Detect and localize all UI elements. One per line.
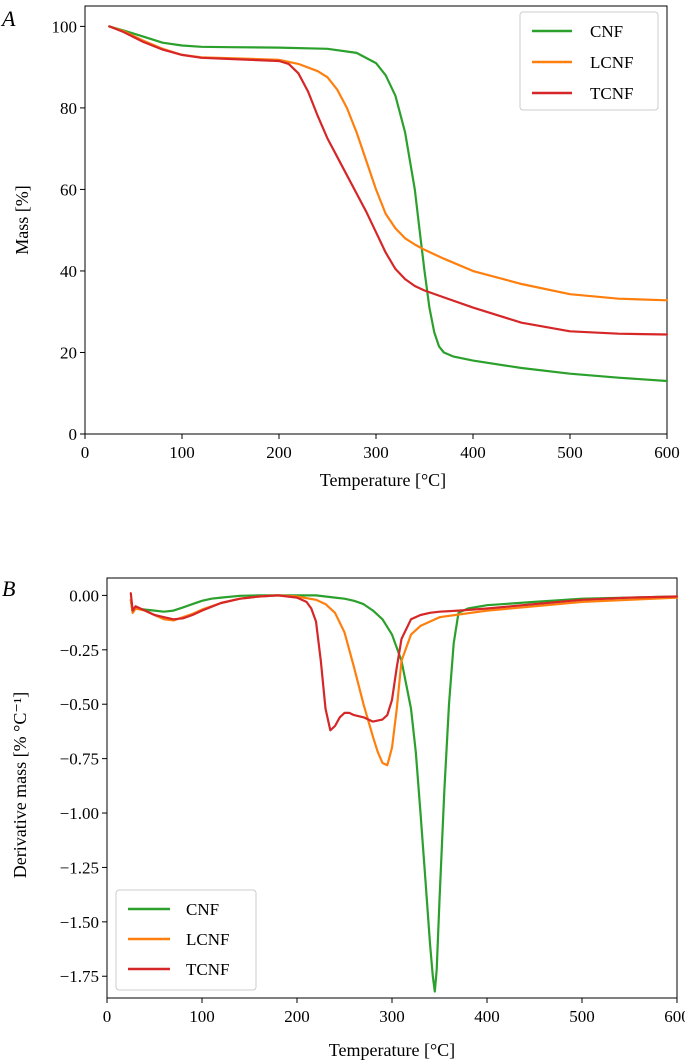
panel-b-y-tick-label: −1.00 (60, 804, 99, 823)
panel-b-series-tcnf-line (129, 592, 679, 732)
panel-b-x-tick-label: 600 (664, 1007, 685, 1026)
panel-b-ticks: 0 100 200 300 400 500 600 0.00 −0.25 −0.50 −0.75 −1… (60, 586, 685, 1026)
panel-b-y-axis-label: Derivative mass [% °C⁻¹] (10, 692, 30, 879)
panel-b-x-tick-label: 300 (379, 1007, 405, 1026)
legend-b-cnf-label: CNF (186, 900, 219, 919)
panel-b-series-lcnf-line (129, 594, 679, 767)
panel-b-series-cnf-line (129, 594, 679, 993)
panel-a-x-tick-label: 100 (169, 443, 195, 462)
panel-a-y-tick-label: 60 (60, 180, 77, 199)
panel-a-y-tick-label: 80 (60, 99, 77, 118)
legend-b-lcnf-label: LCNF (186, 930, 229, 949)
panel-b-x-tick-label: 200 (284, 1007, 310, 1026)
panel-b-x-tick-label: 500 (569, 1007, 595, 1026)
panel-a-x-axis-label: Temperature [°C] (320, 470, 446, 490)
panel-a-series (108, 25, 669, 383)
panel-a-x-tick-label: 0 (81, 443, 90, 462)
panel-b-y-tick-label: −0.25 (60, 641, 99, 660)
panel-a-legend: CNF LCNF TCNF (519, 11, 659, 111)
panel-b-y-tick-label: −0.50 (60, 695, 99, 714)
panel-b-legend: CNF LCNF TCNF (115, 889, 257, 991)
panel-a-ticks: 0 100 200 300 400 500 600 0 20 40 60 80 100 (52, 17, 680, 462)
panel-a-y-tick-label: 40 (60, 262, 77, 281)
panel-b-x-tick-label: 100 (189, 1007, 215, 1026)
panel-a-x-tick-label: 200 (266, 443, 292, 462)
panel-a: A 0 100 200 300 400 500 600 0 20 40 60 80 100 Temper… (0, 5, 680, 490)
panel-a-x-tick-label: 300 (363, 443, 389, 462)
panel-a-x-tick-label: 400 (460, 443, 486, 462)
panel-b: B 0 100 200 300 400 500 600 0.00 −0.25 −0.50 −0.75… (2, 576, 685, 1060)
panel-b-series (129, 592, 679, 993)
legend-a-cnf-label: CNF (590, 22, 623, 41)
panel-b-letter: B (2, 576, 15, 601)
panel-b-y-tick-label: −1.50 (60, 913, 99, 932)
panel-b-legend-box (115, 889, 257, 991)
panel-a-y-tick-label: 20 (60, 343, 77, 362)
panel-a-legend-box (519, 11, 659, 111)
panel-a-series-tcnf-line (108, 25, 669, 336)
panel-a-series-cnf-line (108, 25, 669, 383)
panel-a-x-tick-label: 600 (654, 443, 680, 462)
panel-b-y-tick-label: −0.75 (60, 750, 99, 769)
panel-b-x-tick-label: 400 (474, 1007, 500, 1026)
legend-a-lcnf-label: LCNF (590, 53, 633, 72)
panel-b-y-tick-label: 0.00 (69, 586, 99, 605)
legend-a-tcnf-label: TCNF (590, 84, 633, 103)
panel-b-x-axis-label: Temperature [°C] (329, 1040, 455, 1060)
panel-a-x-tick-label: 500 (557, 443, 583, 462)
panel-b-x-tick-label: 0 (103, 1007, 112, 1026)
panel-a-y-axis-label: Mass [%] (12, 185, 32, 255)
panel-b-y-tick-label: −1.25 (60, 858, 99, 877)
panel-a-letter: A (0, 6, 16, 31)
panel-b-y-tick-label: −1.75 (60, 967, 99, 986)
panel-a-y-tick-label: 100 (52, 17, 78, 36)
legend-b-tcnf-label: TCNF (186, 960, 229, 979)
panel-a-y-tick-label: 0 (69, 425, 78, 444)
